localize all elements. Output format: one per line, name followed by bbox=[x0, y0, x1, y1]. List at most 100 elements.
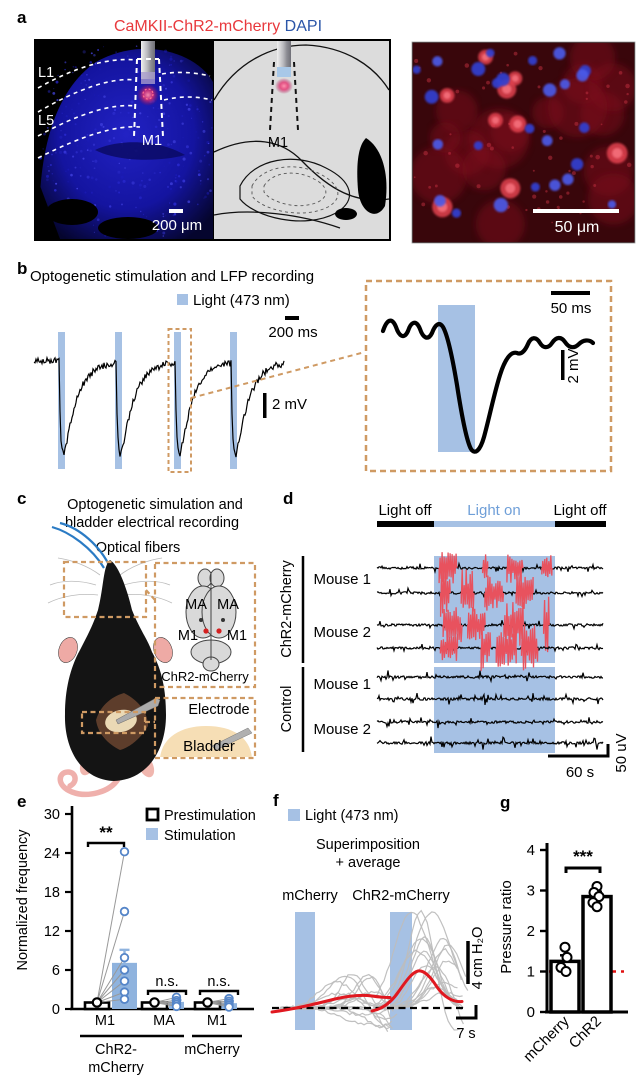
e-pair-line bbox=[96, 911, 125, 1003]
g-point bbox=[561, 951, 573, 963]
burst-red bbox=[506, 554, 524, 583]
e-ylabel: Normalized frequency bbox=[15, 829, 31, 971]
layer5-label: L5 bbox=[38, 113, 54, 129]
panel-g-label: g bbox=[500, 793, 510, 812]
g-point bbox=[559, 941, 571, 953]
generated-text: ** bbox=[99, 823, 113, 842]
mouse-tail bbox=[57, 769, 121, 798]
generated-text: ChR2 bbox=[566, 1013, 605, 1052]
pressure-trace bbox=[375, 950, 457, 1010]
dapi-nucleus bbox=[607, 200, 617, 209]
m1-label-section: M1 bbox=[142, 133, 162, 149]
prestim-legend-swatch bbox=[145, 807, 160, 822]
e-point-prestim bbox=[149, 997, 160, 1008]
light-off-bar-2 bbox=[555, 521, 606, 527]
dapi-nucleus bbox=[493, 197, 509, 213]
prestim-legend-label: Prestimulation bbox=[164, 808, 256, 824]
light-off-bar-1 bbox=[377, 521, 434, 527]
ma-site-left bbox=[199, 618, 203, 622]
mouse2-control-label: Mouse 2 bbox=[313, 721, 371, 738]
hippocampus-outline bbox=[239, 158, 351, 222]
e-point-stim bbox=[119, 952, 130, 963]
e-point-stim bbox=[119, 976, 130, 986]
generated-text: n.s. bbox=[207, 974, 230, 990]
generated-text: 30 bbox=[44, 807, 60, 823]
e-sig-bracket bbox=[198, 989, 240, 995]
g-bar bbox=[581, 894, 613, 1014]
dapi-nucleus bbox=[528, 55, 538, 66]
panel-c: c Optogenetic simulation and bladder ele… bbox=[17, 489, 257, 798]
light-pulses bbox=[58, 332, 237, 469]
mouse2-chr2-label: Mouse 2 bbox=[313, 624, 371, 641]
burst-red bbox=[503, 602, 524, 650]
stim-legend-swatch bbox=[146, 828, 158, 840]
emg-trace bbox=[376, 735, 604, 750]
generated-text: MA bbox=[153, 1013, 175, 1029]
panel-f: f Light (473 nm) Superimposition + avera… bbox=[270, 791, 486, 1042]
e-point-stim bbox=[171, 1001, 182, 1012]
burst-red bbox=[460, 569, 475, 612]
ma-left-label: MA bbox=[185, 597, 207, 613]
pressure-trace bbox=[373, 949, 455, 1007]
scalebar-200ms bbox=[285, 316, 299, 320]
bladder-label: Bladder bbox=[183, 738, 235, 755]
burst-red bbox=[442, 607, 463, 643]
mouse-body bbox=[64, 560, 166, 781]
dapi-nucleus bbox=[562, 173, 574, 186]
dapi-nucleus bbox=[541, 135, 553, 147]
dapi-nucleus bbox=[471, 62, 486, 77]
mouse1-chr2-label: Mouse 1 bbox=[313, 571, 371, 588]
lfp-trace bbox=[33, 355, 285, 458]
dapi-nucleus bbox=[413, 65, 421, 74]
dapi-nucleus bbox=[432, 139, 444, 150]
lfp-inset-trace bbox=[380, 318, 596, 454]
light-pulse-bar bbox=[58, 332, 65, 469]
scalebar-200um bbox=[169, 209, 183, 213]
group-label-chr2: ChR2-mCherry bbox=[279, 560, 295, 658]
burst-red bbox=[439, 568, 451, 617]
panel-e: e Normalized frequency Prestimulation St… bbox=[15, 792, 256, 1076]
probe-outline bbox=[133, 58, 164, 138]
panel-d-label: d bbox=[283, 489, 293, 508]
light-legend-swatch bbox=[177, 294, 188, 305]
burst-red bbox=[520, 624, 539, 671]
generated-text: ChR2- bbox=[95, 1042, 137, 1058]
scalebar-7s-label: 7 s bbox=[456, 1026, 475, 1042]
e-point-stim bbox=[224, 1002, 234, 1012]
m1-site-left bbox=[203, 628, 209, 634]
e-pair-line bbox=[96, 957, 125, 1003]
panel-b: b Optogenetic stimulation and LFP record… bbox=[17, 259, 613, 473]
scalebar-4cmh2o-label: 4 cm H₂O bbox=[470, 927, 486, 990]
dapi-nucleus bbox=[559, 79, 570, 90]
e-point-stim bbox=[119, 847, 130, 857]
bladder-schematic: Electrode Bladder bbox=[160, 702, 253, 757]
m1-site-right bbox=[216, 628, 222, 634]
pressure-trace bbox=[373, 948, 459, 1010]
f-subtitle-2: + average bbox=[336, 855, 401, 871]
panel-a-label: a bbox=[17, 8, 27, 27]
generated-text: 2 bbox=[527, 923, 535, 940]
brain-caption: ChR2-mCherry bbox=[161, 669, 249, 684]
burst-red bbox=[481, 554, 489, 579]
dapi-nucleus bbox=[432, 56, 443, 67]
optic-fiber-atlas bbox=[277, 41, 291, 73]
f-subtitle-1: Superimposition bbox=[316, 837, 420, 853]
dapi-nucleus bbox=[576, 69, 589, 82]
burst-red bbox=[467, 607, 486, 641]
emg-trace bbox=[376, 670, 604, 684]
panel-c-title-2: bladder electrical recording bbox=[65, 515, 239, 531]
dapi-nucleus bbox=[491, 78, 502, 89]
panel-a-title: CaMKII-ChR2-mCherry DAPI bbox=[114, 18, 322, 35]
dapi-nucleus bbox=[570, 158, 584, 171]
generated-text: 4 bbox=[527, 842, 535, 859]
e-point-prestim bbox=[91, 997, 103, 1008]
f-group-mcherry: mCherry bbox=[282, 888, 338, 904]
lfp-inset-box bbox=[364, 279, 613, 473]
pressure-trace bbox=[377, 938, 463, 1011]
m1-label-atlas: M1 bbox=[268, 135, 288, 151]
burst-red bbox=[515, 575, 534, 609]
panel-f-label: f bbox=[273, 791, 279, 810]
